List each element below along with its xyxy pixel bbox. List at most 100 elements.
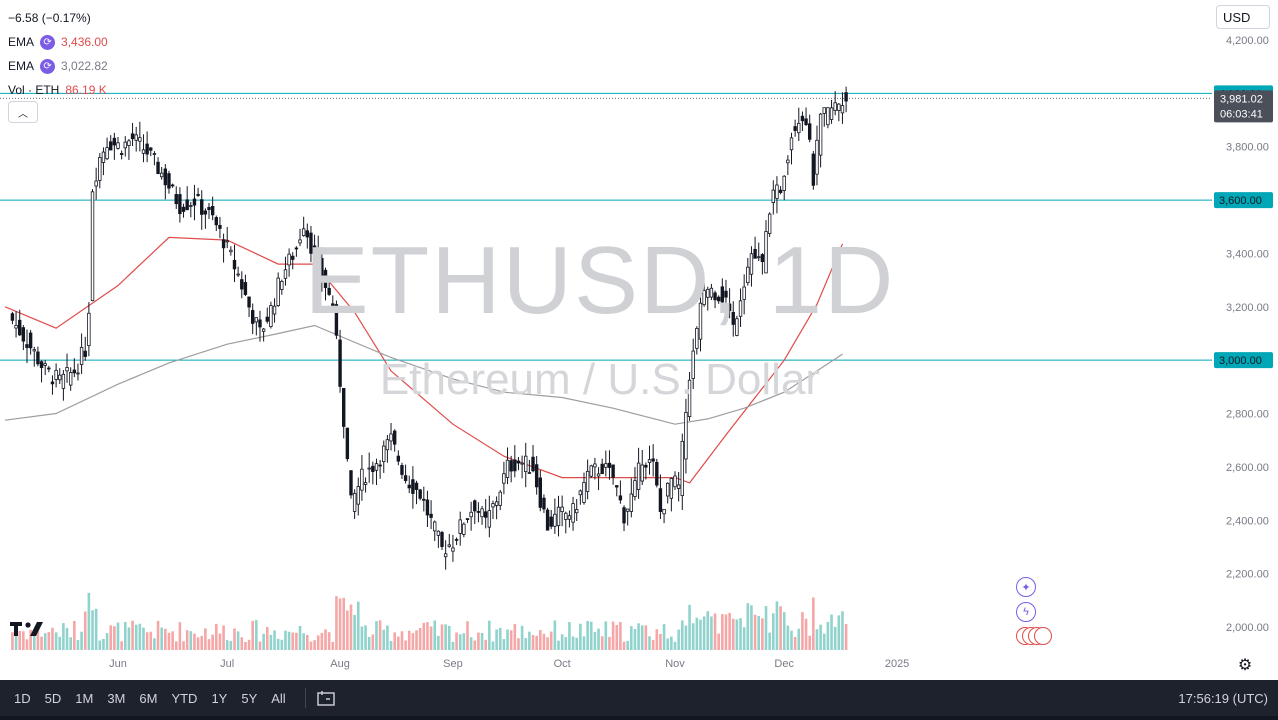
volume-bar bbox=[342, 597, 346, 650]
ema-slow-row[interactable]: EMA ⟳ 3,022.82 bbox=[8, 54, 108, 78]
volume-bar bbox=[710, 616, 713, 650]
range-ytd[interactable]: YTD bbox=[171, 690, 198, 706]
volume-bar bbox=[768, 632, 771, 650]
candle-body bbox=[651, 458, 655, 462]
volume-bar bbox=[462, 633, 466, 650]
y-tick-label: 2,200.00 bbox=[1226, 569, 1269, 581]
volume-bar bbox=[400, 631, 404, 650]
candle-body bbox=[170, 184, 175, 187]
volume-bar bbox=[120, 641, 123, 650]
candle-body bbox=[116, 142, 120, 149]
candle-body bbox=[98, 157, 102, 181]
utc-clock[interactable]: 17:56:19 (UTC) bbox=[1178, 690, 1268, 706]
candle-body bbox=[312, 245, 317, 252]
ema-fast-label: EMA bbox=[8, 35, 35, 49]
price-chart[interactable]: 4,200.00 3,800.00 3,400.00 3,200.00 2,800.00… bbox=[0, 0, 1278, 680]
candle-body bbox=[196, 194, 200, 196]
volume-bar bbox=[18, 631, 22, 650]
candle-body bbox=[764, 231, 768, 274]
volume-bar bbox=[604, 621, 608, 650]
volume-bar bbox=[735, 619, 739, 650]
cycle-icon[interactable]: ⟳ bbox=[40, 34, 56, 50]
range-3m[interactable]: 3M bbox=[107, 690, 126, 706]
volume-bar bbox=[415, 630, 418, 650]
candle-body bbox=[709, 287, 714, 298]
volume-bar bbox=[109, 625, 113, 650]
volume-bar bbox=[338, 598, 342, 650]
volume-bar bbox=[284, 630, 287, 650]
ema-fast-line bbox=[4, 236, 844, 484]
range-5y[interactable]: 5Y bbox=[241, 690, 258, 706]
candle-body bbox=[65, 367, 69, 372]
volume-bar bbox=[269, 634, 273, 650]
candle-body bbox=[323, 269, 328, 289]
volume-bar bbox=[335, 596, 338, 650]
tradingview-logo-icon[interactable] bbox=[10, 619, 44, 644]
volume-bar bbox=[695, 617, 699, 650]
range-1m[interactable]: 1M bbox=[75, 690, 94, 706]
volume-bar bbox=[841, 611, 844, 650]
volume-bar bbox=[98, 640, 102, 650]
volume-bar bbox=[138, 623, 142, 650]
volume-bar bbox=[837, 615, 841, 650]
ema-slow-label: EMA bbox=[8, 59, 35, 73]
range-6m[interactable]: 6M bbox=[139, 690, 158, 706]
candle-body bbox=[589, 465, 593, 477]
volume-bar bbox=[258, 641, 262, 650]
range-1y[interactable]: 1Y bbox=[211, 690, 228, 706]
y-tick-label: 3,400.00 bbox=[1226, 248, 1269, 260]
range-all[interactable]: All bbox=[271, 690, 286, 706]
volume-bar bbox=[393, 632, 396, 650]
candle-body bbox=[363, 482, 368, 485]
chart-area[interactable]: 4,200.00 3,800.00 3,400.00 3,200.00 2,800.00… bbox=[0, 0, 1278, 680]
candle-body bbox=[797, 122, 801, 134]
candle-body bbox=[130, 133, 135, 140]
lightning-icon[interactable]: ϟ bbox=[1016, 602, 1036, 622]
volume-row[interactable]: Vol · ETH 86.19 K bbox=[8, 78, 108, 102]
volume-bar bbox=[276, 638, 280, 650]
ema-fast-row[interactable]: EMA ⟳ 3,436.00 bbox=[8, 30, 108, 54]
volume-bar bbox=[76, 640, 80, 650]
candle-body bbox=[54, 369, 58, 380]
gear-icon[interactable]: ⚙ bbox=[1237, 657, 1253, 674]
candle-body bbox=[542, 497, 546, 510]
volume-bar bbox=[397, 636, 400, 650]
volume-bar bbox=[455, 632, 458, 650]
volume-bar bbox=[298, 625, 302, 650]
y-tick-label: 4,200.00 bbox=[1226, 35, 1269, 47]
volume-bar bbox=[233, 628, 236, 650]
volume-bar bbox=[597, 628, 600, 650]
range-5d[interactable]: 5D bbox=[44, 690, 62, 706]
candle-body bbox=[738, 300, 743, 317]
volume-bar bbox=[589, 621, 593, 650]
volume-bar bbox=[291, 632, 295, 650]
candle-body bbox=[433, 521, 437, 532]
volume-bar bbox=[83, 611, 87, 650]
collapse-legend-button[interactable]: ︿ bbox=[8, 101, 38, 123]
volume-bar bbox=[844, 623, 848, 650]
us-flag-icon[interactable] bbox=[1016, 627, 1052, 647]
compare-icon[interactable] bbox=[316, 689, 336, 707]
volume-bar bbox=[153, 638, 156, 650]
candle-body bbox=[702, 290, 706, 306]
candle-body bbox=[112, 137, 117, 146]
candle-body bbox=[94, 180, 98, 187]
volume-bar bbox=[833, 626, 837, 650]
volume-bar bbox=[375, 621, 378, 650]
currency-selector[interactable]: USD bbox=[1216, 5, 1270, 29]
volume-bar bbox=[429, 626, 433, 650]
candle-body bbox=[807, 123, 812, 140]
candle-body bbox=[320, 257, 324, 279]
candle-body bbox=[247, 296, 251, 308]
volume-bar bbox=[782, 612, 786, 650]
volume-bar bbox=[331, 641, 335, 650]
sparkle-icon[interactable]: ✦ bbox=[1016, 577, 1036, 597]
candle-body bbox=[771, 189, 775, 203]
candle-body bbox=[509, 460, 513, 472]
last-price-tag bbox=[1214, 90, 1273, 123]
range-1d[interactable]: 1D bbox=[14, 690, 31, 706]
candle-body bbox=[152, 153, 157, 155]
candle-body bbox=[403, 475, 408, 481]
cycle-icon[interactable]: ⟳ bbox=[40, 58, 56, 74]
candle-body bbox=[345, 427, 350, 460]
